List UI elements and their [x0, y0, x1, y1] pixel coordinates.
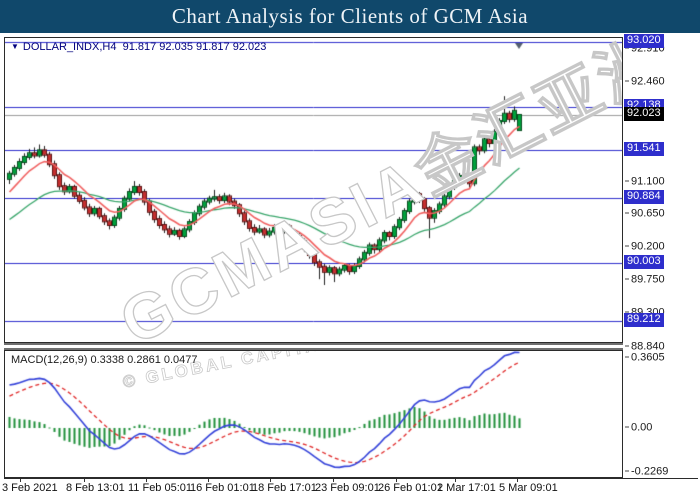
time-axis-label: 11 Feb 05:01: [128, 482, 193, 494]
price-level-tag: 89.212: [624, 312, 664, 327]
price-axis[interactable]: 92.91092.46091.10090.65090.20089.75089.3…: [624, 33, 700, 500]
time-axis-label: 23 Feb 09:01: [315, 482, 380, 494]
price-level-tag: 93.020: [624, 34, 664, 48]
macd-tick-label: 0.00: [625, 422, 652, 435]
time-axis-tick: [20, 479, 21, 482]
time-axis[interactable]: 3 Feb 2021 8 Feb 13:01 11 Feb 05:01 16 Feb …: [2, 478, 698, 499]
price-tick-label: 92.460: [625, 75, 665, 88]
price-tick-label: 91.100: [625, 175, 665, 188]
price-tick-label: 89.750: [625, 274, 665, 287]
pane-separator[interactable]: [4, 343, 623, 350]
macd-header: MACD(12,26,9) 0.3338 0.2861 0.0477: [11, 354, 198, 366]
quote-panel-toggle-icon[interactable]: ▼: [11, 42, 19, 51]
page-title: Chart Analysis for Clients of GCM Asia: [171, 4, 529, 28]
main-chart-pane[interactable]: GCMASIA金汇亚洲 ▼ DOLLAR_INDX,H4 91.817 92.03…: [4, 37, 623, 343]
price-chart-canvas[interactable]: [5, 38, 622, 342]
price-level-tag: 90.003: [624, 254, 664, 269]
current-price-tag: 92.023: [624, 106, 664, 121]
time-axis-tick: [208, 479, 209, 482]
title-bar: Chart Analysis for Clients of GCM Asia: [0, 0, 700, 33]
time-axis-tick: [270, 479, 271, 482]
price-level-tag: 91.541: [624, 142, 664, 157]
ohlc-values: 91.817 92.035 91.817 92.023: [122, 41, 267, 53]
price-level-tag: 90.884: [624, 190, 664, 205]
time-axis-tick: [396, 479, 397, 482]
macd-tick-label: 0.3605: [625, 352, 665, 365]
macd-label: MACD(12,26,9): [11, 354, 88, 366]
macd-tick-label: -0.2269: [625, 466, 668, 479]
macd-pane[interactable]: © GLOBAL CAPITAL MARKETS MACD(12,26,9) 0…: [4, 350, 623, 478]
time-axis-label: 26 Feb 01:01: [378, 482, 443, 494]
time-axis-label: 8 Feb 13:01: [66, 482, 125, 494]
macd-chart-canvas[interactable]: [5, 351, 622, 477]
time-axis-tick: [455, 479, 456, 482]
time-axis-label: 5 Mar 09:01: [499, 482, 558, 494]
time-axis-tick: [333, 479, 334, 482]
quote-header: ▼ DOLLAR_INDX,H4 91.817 92.035 91.817 92.…: [11, 41, 266, 53]
time-axis-tick: [84, 479, 85, 482]
time-axis-label: 18 Feb 17:01: [252, 482, 317, 494]
price-tick-label: 88.840: [625, 340, 665, 353]
symbol-period-label: DOLLAR_INDX,H4: [22, 41, 117, 53]
macd-values: 0.3338 0.2861 0.0477: [90, 354, 198, 366]
time-axis-label: 16 Feb 01:01: [190, 482, 255, 494]
price-tick-label: 90.200: [625, 241, 665, 254]
time-axis-tick: [517, 479, 518, 482]
time-axis-label: 3 Feb 2021: [2, 482, 58, 494]
price-tick-label: 90.650: [625, 208, 665, 221]
time-axis-tick: [146, 479, 147, 482]
time-axis-label: 2 Mar 17:01: [437, 482, 496, 494]
